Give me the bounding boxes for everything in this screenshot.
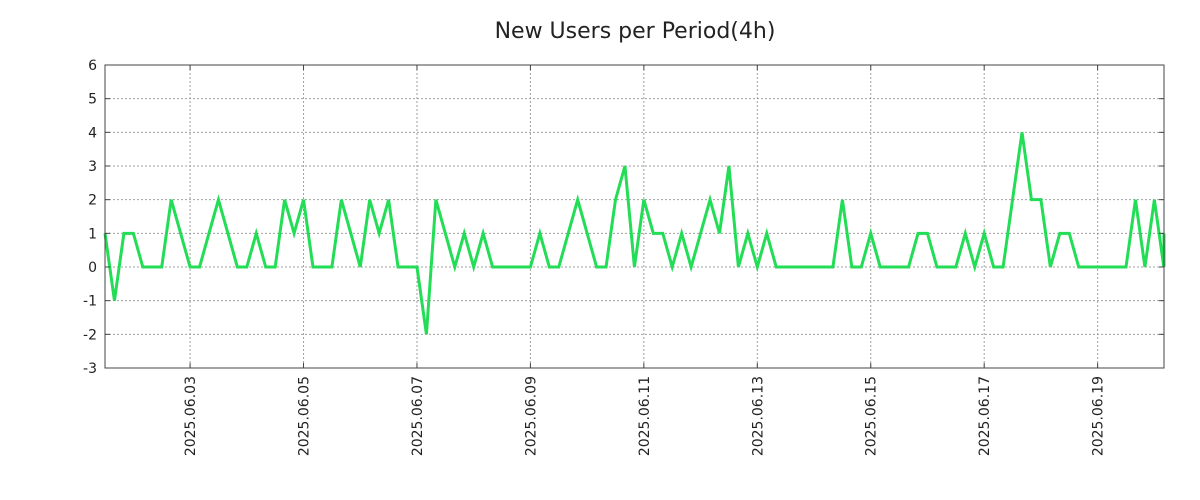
y-axis: -3 -2 -1 0 1 2 3 4 5 6 [83, 58, 1164, 377]
x-tick-label: 2025.06.05 [297, 376, 313, 456]
x-tick-label: 2025.06.11 [637, 376, 653, 456]
y-tick-label: 0 [88, 260, 97, 276]
series-layer [103, 132, 1166, 335]
grid-lines [105, 65, 1164, 368]
x-tick-label: 2025.06.07 [410, 376, 426, 456]
y-tick-label: 4 [88, 125, 97, 141]
x-tick-label: 2025.06.13 [750, 376, 766, 456]
x-tick-label: 2025.06.15 [864, 376, 880, 456]
y-tick-label: 5 [88, 92, 97, 108]
x-tick-label: 2025.06.17 [977, 376, 993, 456]
y-tick-label: -2 [83, 327, 97, 343]
y-tick-label: -3 [83, 361, 97, 377]
y-tick-label: 3 [88, 159, 97, 175]
y-tick-label: 1 [88, 226, 97, 242]
series-line-new-users [103, 132, 1166, 335]
chart-title: New Users per Period(4h) [495, 19, 776, 44]
x-tick-label: 2025.06.09 [523, 376, 539, 456]
plot-frame [104, 64, 1165, 369]
x-tick-label: 2025.06.03 [183, 376, 199, 456]
x-axis: 2025.06.03 2025.06.05 2025.06.07 2025.06.09… [183, 65, 1107, 456]
y-tick-label: 6 [88, 58, 97, 74]
y-tick-label: -1 [83, 294, 97, 310]
x-tick-label: 2025.06.19 [1091, 376, 1107, 456]
y-tick-label: 2 [88, 193, 97, 209]
